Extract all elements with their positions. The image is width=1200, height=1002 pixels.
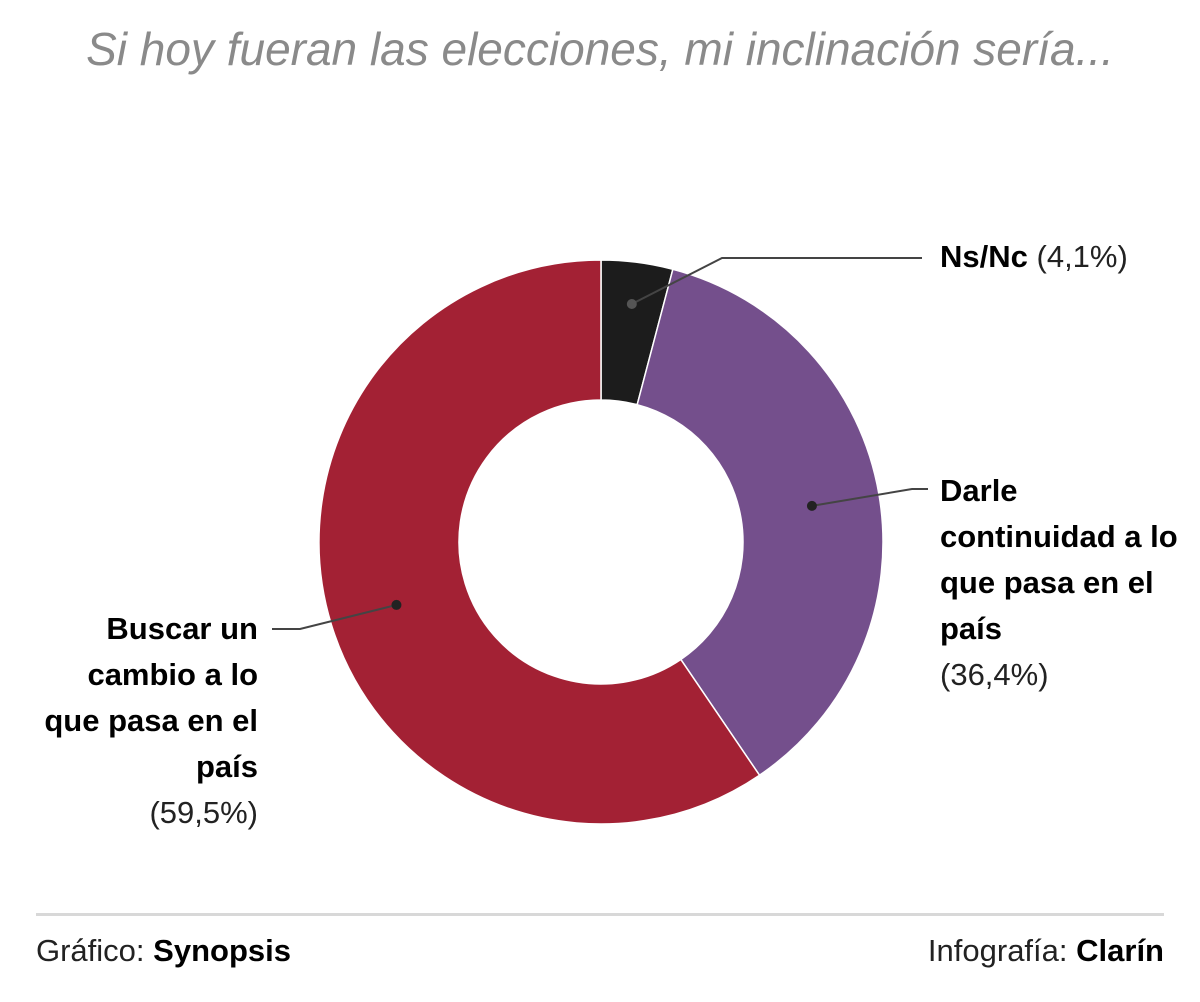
label-continuidad-name: Darle continuidad a lo que pasa en el pa… [940, 473, 1178, 646]
footer-right-source: Clarín [1076, 933, 1164, 968]
footer-source-infographic: Infografía: Clarín [928, 928, 1164, 974]
label-cambio-name: Buscar un cambio a lo que pasa en el paí… [44, 611, 258, 784]
footer-right-prefix: Infografía: [927, 933, 1068, 968]
leader-dot-continuidad [806, 500, 817, 511]
label-continuidad-value: (36,4%) [940, 657, 1049, 692]
footer-source-chart: Gráfico: Synopsis [36, 928, 291, 974]
leader-line-cambio [272, 603, 397, 630]
leader-dot-ns-nc [626, 298, 637, 309]
label-continuidad: Darle continuidad a lo que pasa en el pa… [940, 468, 1180, 698]
leader-line-ns-nc [631, 257, 922, 305]
leader-dot-cambio [391, 599, 402, 610]
slice-cambio [318, 259, 761, 825]
footer-left-source: Synopsis [153, 933, 291, 968]
leader-line-continuidad [811, 488, 928, 507]
chart-title: Si hoy fueran las elecciones, mi inclina… [86, 23, 1114, 75]
label-cambio: Buscar un cambio a lo que pasa en el paí… [40, 606, 258, 836]
footer-divider [36, 913, 1164, 916]
label-cambio-value: (59,5%) [149, 795, 258, 830]
slice-continuidad [636, 268, 884, 777]
label-ns-nc-name: Ns/Nc [940, 239, 1028, 274]
footer-left-prefix: Gráfico: [36, 933, 145, 968]
label-ns-nc-value: (4,1%) [1036, 239, 1128, 274]
label-ns-nc: Ns/Nc (4,1%) [940, 234, 1128, 280]
